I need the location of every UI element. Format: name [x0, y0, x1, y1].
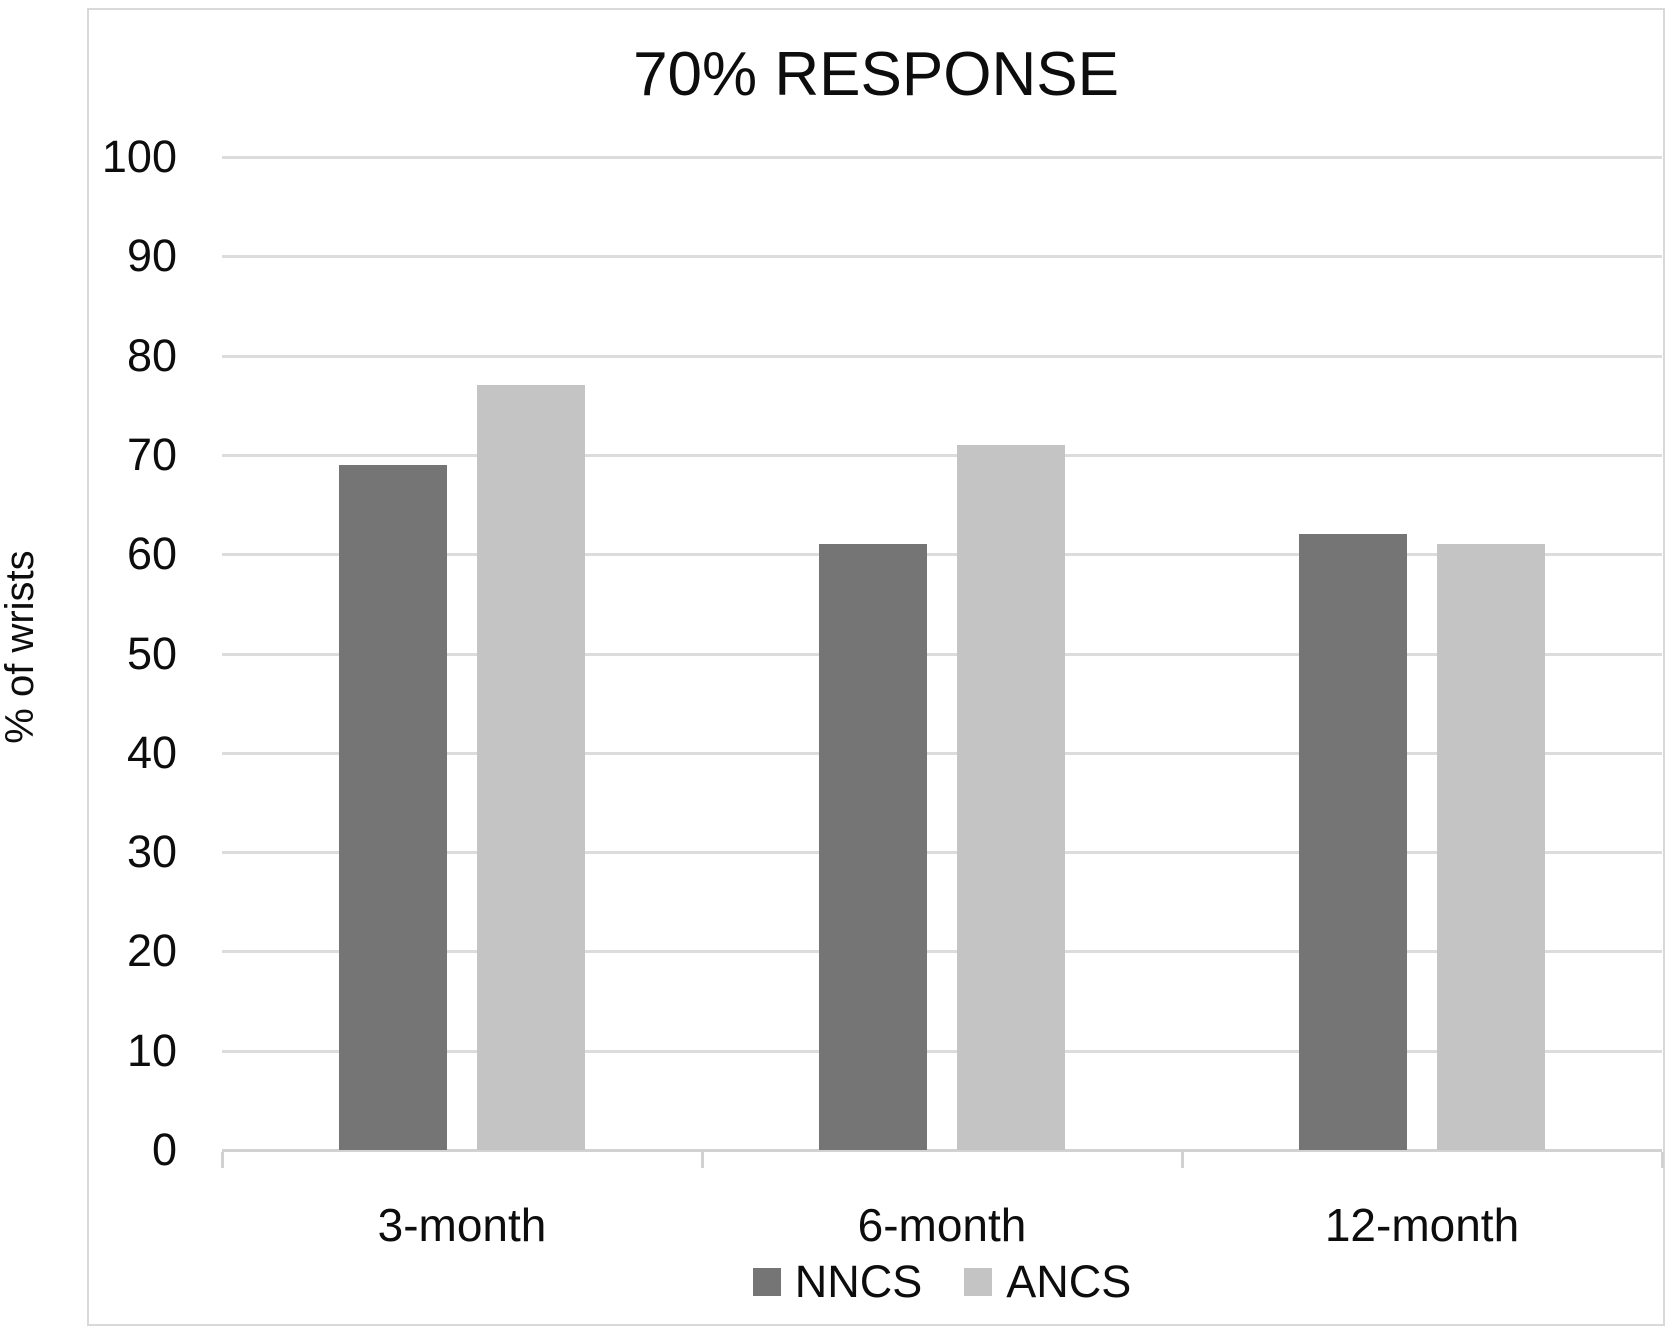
gridline-40 — [222, 751, 1662, 755]
gridline-50 — [222, 652, 1662, 656]
legend-item-nncs: NNCS — [752, 1256, 923, 1307]
legend-swatch-nncs — [752, 1268, 781, 1296]
y-tick-label-0: 0 — [151, 1124, 177, 1175]
bar-ancs-3-month — [477, 385, 585, 1150]
gridline-20 — [222, 950, 1662, 954]
x-tick-label-3-month: 3-month — [377, 1199, 547, 1251]
gridline-10 — [222, 1049, 1662, 1053]
legend-label-ancs: ANCS — [1006, 1256, 1132, 1307]
legend-label-nncs: NNCS — [794, 1256, 923, 1307]
y-tick-label-60: 60 — [126, 528, 177, 580]
y-tick-label-10: 10 — [126, 1024, 177, 1076]
y-axis-title: % of wrists — [0, 550, 42, 744]
x-axis-tick — [701, 1152, 704, 1168]
bar-nncs-12-month — [1299, 534, 1407, 1150]
y-tick-label-100: 100 — [101, 131, 177, 182]
x-tick-label-6-month: 6-month — [857, 1199, 1027, 1251]
legend: NNCS ANCS — [222, 1258, 1662, 1306]
gridline-30 — [222, 851, 1662, 855]
chart-title: 70% RESPONSE — [633, 40, 1119, 109]
bar-ancs-6-month — [957, 445, 1065, 1150]
legend-item-ancs: ANCS — [964, 1258, 1131, 1306]
x-axis-tick — [1661, 1152, 1664, 1168]
gridline-80 — [222, 354, 1662, 358]
legend-swatch-ancs — [964, 1268, 993, 1296]
x-axis-tick — [221, 1152, 224, 1168]
gridline-90 — [222, 255, 1662, 259]
gridline-70 — [222, 453, 1662, 457]
gridline-60 — [222, 553, 1662, 557]
y-tick-label-40: 40 — [126, 726, 177, 778]
x-axis-tick — [1181, 1152, 1184, 1168]
y-tick-label-80: 80 — [126, 329, 177, 381]
chart-frame: 70% RESPONSE 0 10 20 30 40 50 60 70 80 90 100 3-mon… — [87, 8, 1665, 1326]
bar-nncs-3-month — [339, 465, 447, 1150]
y-tick-label-90: 90 — [126, 230, 177, 282]
gridline-100 — [222, 156, 1662, 159]
y-tick-label-20: 20 — [126, 925, 177, 977]
x-axis-line — [222, 1149, 1662, 1152]
y-tick-label-30: 30 — [126, 826, 177, 878]
bar-nncs-6-month — [819, 544, 927, 1150]
y-tick-label-70: 70 — [126, 428, 177, 480]
x-tick-label-12-month: 12-month — [1324, 1199, 1520, 1251]
bar-ancs-12-month — [1437, 544, 1545, 1150]
y-tick-label-50: 50 — [126, 627, 177, 679]
